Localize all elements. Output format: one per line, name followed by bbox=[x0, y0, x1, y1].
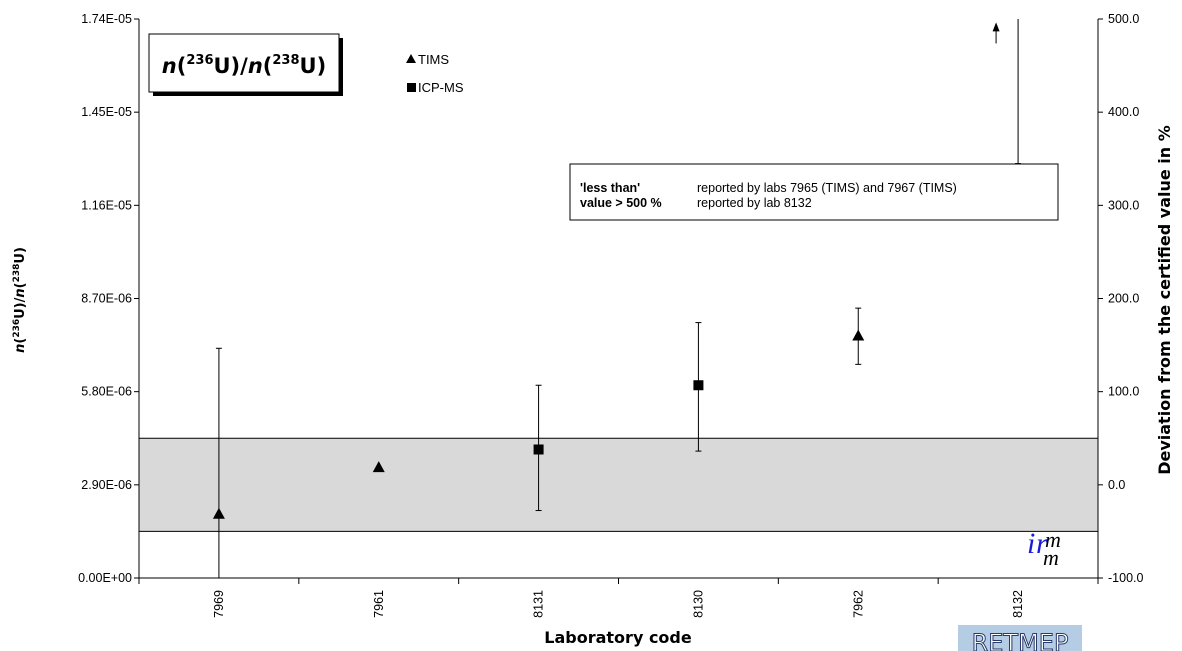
off-scale-arrow-head bbox=[992, 22, 1000, 32]
x-category-label: 8130 bbox=[691, 590, 705, 618]
title-sup2: 238 bbox=[272, 53, 299, 68]
x-axis-title: Laboratory code bbox=[544, 628, 692, 647]
title-u2: U) bbox=[300, 54, 327, 78]
left-tick-label: 8.70E-06 bbox=[81, 292, 132, 306]
svg-text:n(236U)/n(238U): n(236U)/n(238U) bbox=[162, 53, 326, 78]
icpms-square-marker bbox=[533, 444, 544, 455]
right-tick-label: 300.0 bbox=[1108, 198, 1139, 212]
left-title-open1: ( bbox=[13, 338, 28, 344]
irmm-logo: i r m m bbox=[1027, 527, 1061, 570]
left-axis-title: n(236U)/n(238U) bbox=[12, 247, 28, 353]
right-y-ticks: -100.0 0.0 100.0 200.0 300.0 400.0 500.0 bbox=[1098, 12, 1143, 585]
title-u1: U)/ bbox=[214, 54, 249, 78]
tims-triangle-marker bbox=[852, 329, 865, 341]
right-tick-label: 400.0 bbox=[1108, 105, 1139, 119]
x-category-ticks: 7969 7961 8131 8130 7962 8132 bbox=[138, 578, 1099, 618]
legend-label-tims: TIMS bbox=[418, 52, 449, 67]
svg-text:m: m bbox=[1045, 527, 1061, 552]
left-tick-label: 0.00E+00 bbox=[78, 571, 132, 585]
left-title-sup1: 236 bbox=[12, 319, 22, 338]
left-tick-label: 1.16E-05 bbox=[81, 198, 132, 212]
left-tick-label: 1.45E-05 bbox=[81, 105, 132, 119]
svg-text:r: r bbox=[1036, 527, 1048, 560]
left-title-n1: n bbox=[13, 344, 28, 353]
title-open2: ( bbox=[263, 54, 273, 78]
svg-text:RETMEP: RETMEP bbox=[972, 629, 1069, 651]
certified-band bbox=[139, 437, 1098, 532]
right-tick-label: 200.0 bbox=[1108, 292, 1139, 306]
x-category-label: 8131 bbox=[532, 590, 546, 618]
left-title-open2: ( bbox=[13, 282, 28, 288]
legend-triangle-marker bbox=[406, 54, 416, 63]
left-title-n2: n bbox=[13, 288, 28, 297]
legend-label-icpms: ICP-MS bbox=[418, 80, 464, 95]
legend-square-marker bbox=[407, 83, 416, 92]
tims-triangle-marker bbox=[372, 461, 385, 473]
right-tick-label: 500.0 bbox=[1108, 12, 1139, 26]
title-open1: ( bbox=[177, 54, 187, 78]
x-category-label: 7961 bbox=[372, 590, 386, 618]
right-tick-label: -100.0 bbox=[1108, 571, 1143, 585]
title-n2: n bbox=[248, 54, 263, 78]
left-y-ticks: 0.00E+00 2.90E-06 5.80E-06 8.70E-06 1.16E-05… bbox=[78, 12, 139, 585]
note-line2-text: reported by lab 8132 bbox=[697, 196, 812, 210]
certified-band-fill bbox=[139, 438, 1098, 532]
right-tick-label: 0.0 bbox=[1108, 478, 1125, 492]
svg-text:n(236U)/n(238U): n(236U)/n(238U) bbox=[12, 247, 28, 353]
note-line2-key: value > 500 % bbox=[580, 196, 662, 210]
note-line1-text: reported by labs 7965 (TIMS) and 7967 (T… bbox=[697, 181, 957, 195]
title-box: n(236U)/n(238U) bbox=[148, 33, 343, 96]
left-title-u1: U)/ bbox=[13, 297, 28, 318]
left-title-u2: U) bbox=[13, 247, 28, 264]
x-category-label: 8132 bbox=[1011, 590, 1025, 618]
x-category-label: 7962 bbox=[851, 590, 865, 618]
svg-text:i: i bbox=[1027, 527, 1035, 560]
right-tick-label: 100.0 bbox=[1108, 385, 1139, 399]
title-sup1: 236 bbox=[186, 53, 213, 68]
title-n1: n bbox=[162, 54, 177, 78]
right-axis-title: Deviation from the certified value in % bbox=[1155, 125, 1174, 475]
left-title-sup2: 238 bbox=[12, 264, 22, 283]
retmep-logo: RETMEP bbox=[958, 625, 1082, 651]
icpms-square-marker bbox=[693, 380, 704, 391]
note-line1-key: 'less than' bbox=[580, 181, 640, 195]
note-box: 'less than' reported by labs 7965 (TIMS)… bbox=[569, 163, 1059, 221]
data-points bbox=[212, 19, 1022, 578]
tims-triangle-marker bbox=[212, 507, 225, 519]
x-category-label: 7969 bbox=[212, 590, 226, 618]
left-tick-label: 5.80E-06 bbox=[81, 385, 132, 399]
left-tick-label: 1.74E-05 bbox=[81, 12, 132, 26]
svg-text:m: m bbox=[1043, 545, 1059, 570]
left-tick-label: 2.90E-06 bbox=[81, 478, 132, 492]
legend: TIMS ICP-MS bbox=[406, 52, 464, 95]
